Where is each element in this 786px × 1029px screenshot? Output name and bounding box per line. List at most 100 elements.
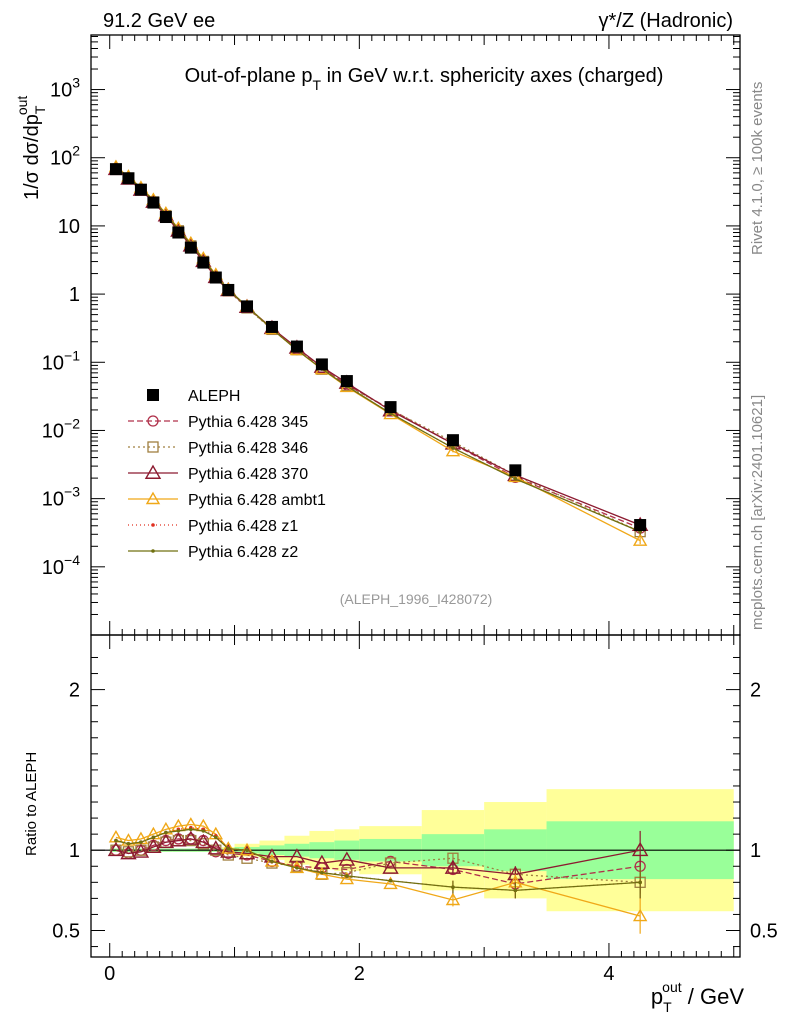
x-tick-label: 2 <box>354 963 365 985</box>
y-label-text: 1/σ dσ/dp <box>21 114 43 200</box>
y-tick-base: 10 <box>42 352 64 374</box>
series-point-ratio-2 <box>120 845 137 860</box>
legend-label-3: Pythia 6.428 ambt1 <box>188 492 326 509</box>
x-tick-label: 4 <box>603 963 614 985</box>
legend-marker-3 <box>145 491 161 505</box>
data-point-aleph <box>222 283 235 296</box>
series-point-ratio-5 <box>345 874 349 878</box>
ratio-frame <box>90 634 741 958</box>
series-point-ratio-2 <box>238 845 256 860</box>
rivet-label: Rivet 4.1.0, ≥ 100k events <box>749 82 766 255</box>
series-point-ratio-2 <box>170 832 187 847</box>
legend-label-5: Pythia 6.428 z2 <box>188 544 298 561</box>
series-point-ratio-5 <box>638 880 642 885</box>
y-tick-base: 10 <box>42 557 64 579</box>
y-tick-exponent: −4 <box>64 552 80 568</box>
x-tick-label: 0 <box>104 963 115 985</box>
title-main: Out-of-plane p <box>185 65 313 87</box>
header-right: γ*/Z (Hadronic) <box>599 10 733 32</box>
legend-marker-2 <box>144 464 162 479</box>
analysis-watermark: (ALEPH_1996_I428072) <box>340 591 493 607</box>
y-tick-exponent: −3 <box>64 484 80 500</box>
legend-marker-4 <box>151 523 155 527</box>
series-point-ratio-2 <box>107 841 125 857</box>
data-point-aleph <box>634 519 647 532</box>
series-point-ratio-2 <box>132 843 150 858</box>
series-point-ratio-2 <box>195 833 212 849</box>
data-point-aleph <box>446 434 459 447</box>
series-point-ratio-5 <box>139 840 143 844</box>
y-tick-exponent: 2 <box>72 143 80 159</box>
legend-entry-3: Pythia 6.428 ambt1 <box>128 491 326 509</box>
ratio-y-tick-label: 2 <box>69 680 80 702</box>
series-point-main-3 <box>445 443 461 457</box>
series-point-ratio-3 <box>339 871 355 885</box>
legend-label-1: Pythia 6.428 346 <box>188 440 308 457</box>
mcplots-label: mcplots.cern.ch [arXiv:2401.10621] <box>749 395 766 630</box>
ratio-y-tick-label: 1 <box>69 840 80 862</box>
series-point-ratio-5 <box>270 859 274 864</box>
y-tick-base: 10 <box>50 80 72 102</box>
x-label-sub: T <box>663 999 672 1015</box>
series-point-ratio-2 <box>182 830 200 845</box>
legend-entry-1: Pythia 6.428 346 <box>128 440 308 457</box>
ratio-y-tick-label-right: 1 <box>750 840 761 862</box>
series-point-ratio-5 <box>176 829 181 833</box>
y-tick-label: 1 <box>69 284 80 306</box>
series-point-ratio-5 <box>164 830 168 835</box>
series-point-ratio-5 <box>295 866 299 870</box>
legend-marker-0 <box>147 415 159 427</box>
data-point-aleph <box>134 183 147 196</box>
series-point-ratio-3 <box>632 908 648 922</box>
data-point-aleph <box>384 401 397 414</box>
plot-title: Out-of-plane pT in GeV w.r.t. sphericity… <box>185 65 664 93</box>
y-axis-label: 1/σ dσ/dpTout <box>14 96 48 200</box>
data-point-aleph <box>109 163 122 176</box>
series-point-ratio-2 <box>207 840 225 855</box>
series-point-ratio-3 <box>221 841 236 854</box>
series-line-ratio-1 <box>115 839 641 883</box>
series-point-ratio-5 <box>189 827 193 832</box>
header-left: 91.2 GeV ee <box>103 10 215 32</box>
legend-label-4: Pythia 6.428 z1 <box>188 518 298 535</box>
series-point-ratio-3 <box>445 892 461 906</box>
legend-entry-5: Pythia 6.428 z2 <box>128 544 298 561</box>
series-point-ratio-2 <box>338 851 356 866</box>
data-point-aleph <box>159 211 172 224</box>
legend-label-2: Pythia 6.428 370 <box>188 466 308 483</box>
header-right-suffix: (Hadronic) <box>634 10 733 32</box>
series-point-ratio-2 <box>382 859 399 874</box>
series-point-ratio-5 <box>151 835 156 840</box>
y-tick-label: 10−2 <box>42 415 80 442</box>
series-point-ratio-5 <box>245 848 249 853</box>
y-tick-label: 10−1 <box>42 347 80 374</box>
series-point-ratio-5 <box>513 888 518 893</box>
legend-marker-5 <box>151 549 155 553</box>
data-point-aleph <box>340 375 353 388</box>
data-point-aleph <box>290 340 303 353</box>
data-point-aleph <box>209 271 222 284</box>
legend-entry-aleph: ALEPH <box>147 388 240 405</box>
data-point-aleph <box>241 300 254 313</box>
series-point-ratio-5 <box>114 838 118 843</box>
series-line-ratio-2 <box>115 838 641 875</box>
ratio-y-axis-label: Ratio to ALEPH <box>23 752 40 856</box>
legend-entry-4: Pythia 6.428 z1 <box>128 518 298 535</box>
x-label-rest: / GeV <box>682 984 745 1009</box>
ratio-panel: 0 2 4 0.5 0.5 1 1 2 2 <box>52 634 778 985</box>
ratio-y-tick-label-right: 0.5 <box>750 921 778 943</box>
series-point-ratio-3 <box>383 876 398 890</box>
legend-marker-1 <box>147 441 159 453</box>
x-label-main: p <box>651 984 663 1009</box>
x-label-sup: out <box>662 979 682 995</box>
y-tick-exponent: −2 <box>64 415 80 431</box>
series-point-ratio-5 <box>320 870 324 875</box>
data-point-aleph <box>172 226 185 239</box>
y-tick-label: 10−4 <box>42 552 80 579</box>
series-point-ratio-5 <box>451 885 455 889</box>
legend: ALEPH Pythia 6.428 345 Pythia 6.428 346 Pyt… <box>128 388 326 561</box>
y-tick-label: 103 <box>50 75 80 102</box>
legend-label-aleph: ALEPH <box>188 388 240 405</box>
